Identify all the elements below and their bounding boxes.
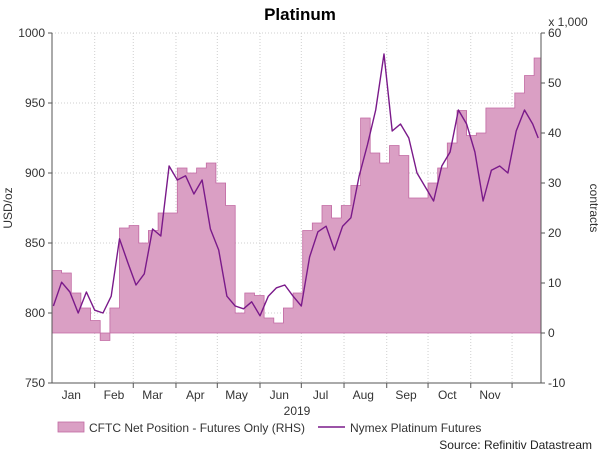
right-tick-label: 10 bbox=[548, 276, 562, 290]
right-tick-label: 60 bbox=[548, 26, 562, 40]
right-tick-label: 30 bbox=[548, 176, 562, 190]
x-tick-label: Sep bbox=[395, 388, 417, 402]
nymex-platinum-line bbox=[52, 53, 539, 317]
left-tick-label: 900 bbox=[25, 166, 45, 180]
left-tick-label: 750 bbox=[25, 376, 45, 390]
cftc-net-position-area bbox=[51, 57, 542, 341]
source-note: Source: Refinitiv Datastream bbox=[439, 438, 592, 452]
chart-title: Platinum bbox=[264, 5, 336, 24]
right-tick-label: 20 bbox=[548, 226, 562, 240]
right-tick-label: -10 bbox=[548, 376, 566, 390]
right-axis-unit-label: x 1,000 bbox=[548, 15, 588, 29]
x-tick-label: Jan bbox=[62, 388, 81, 402]
x-axis-ticks: Jan Feb Mar Apr May Jun Jul Aug Sep Oct Nov bbox=[62, 383, 513, 402]
left-tick-label: 950 bbox=[25, 96, 45, 110]
left-tick-label: 800 bbox=[25, 306, 45, 320]
right-axis-label: contracts bbox=[587, 184, 600, 233]
x-tick-label: Jul bbox=[313, 388, 328, 402]
left-tick-label: 1000 bbox=[18, 26, 45, 40]
x-tick-label: May bbox=[225, 388, 248, 402]
right-tick-label: 40 bbox=[548, 126, 562, 140]
x-tick-label: Aug bbox=[353, 388, 374, 402]
right-tick-label: 50 bbox=[548, 76, 562, 90]
legend: CFTC Net Position - Futures Only (RHS) N… bbox=[57, 421, 481, 435]
left-axis-label: USD/oz bbox=[1, 187, 15, 228]
left-tick-label: 850 bbox=[25, 236, 45, 250]
right-axis-ticks: -10 0 10 20 30 40 50 60 bbox=[541, 26, 566, 390]
left-axis-ticks: 750 800 850 900 950 1000 bbox=[18, 26, 52, 390]
legend-swatch-area bbox=[57, 421, 85, 433]
x-tick-label: Feb bbox=[104, 388, 125, 402]
x-axis-year-label: 2019 bbox=[284, 404, 311, 418]
legend-label-line: Nymex Platinum Futures bbox=[350, 421, 481, 435]
x-tick-label: Oct bbox=[438, 388, 457, 402]
x-tick-label: Apr bbox=[186, 388, 205, 402]
right-tick-label: 0 bbox=[548, 326, 555, 340]
x-tick-label: Nov bbox=[479, 388, 500, 402]
legend-label-area: CFTC Net Position - Futures Only (RHS) bbox=[89, 421, 305, 435]
x-tick-label: Jun bbox=[270, 388, 289, 402]
x-tick-label: Mar bbox=[142, 388, 163, 402]
